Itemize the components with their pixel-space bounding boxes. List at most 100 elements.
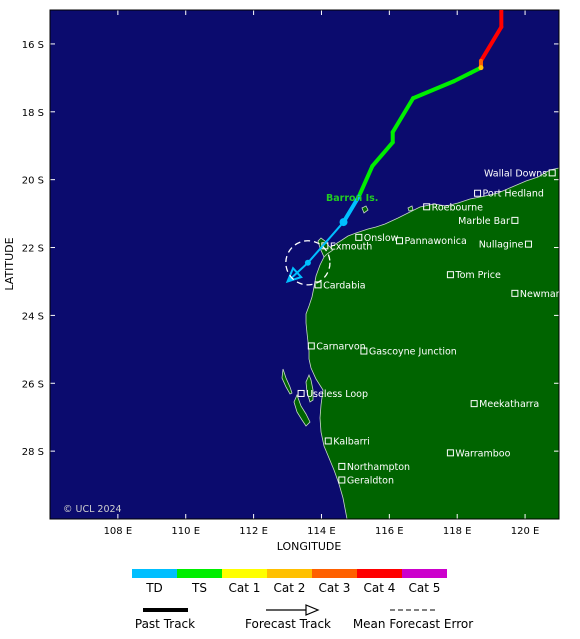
forecast-error-circle — [285, 240, 331, 286]
past-track-segment — [411, 79, 456, 101]
legend-category-label: Cat 2 — [274, 581, 306, 595]
legend-category-label: Cat 4 — [364, 581, 396, 595]
legend-category-label: TS — [191, 581, 207, 595]
past-track-segment — [341, 194, 361, 225]
past-track-segment — [356, 164, 375, 199]
lon-tick-label: 112 E — [239, 526, 268, 537]
place-port-hedland: Port Hedland — [474, 189, 544, 200]
place-marker — [511, 289, 519, 297]
peron-peninsula — [305, 373, 314, 403]
place-label: Pannawonica — [405, 236, 467, 247]
place-marker — [511, 216, 519, 224]
past-track-segment — [478, 24, 504, 63]
mean-error-legend-label: Mean Forecast Error — [353, 617, 473, 631]
place-marker — [338, 476, 346, 484]
place-pannawonica: Pannawonica — [396, 236, 467, 247]
place-useless-loop: Useless Loop — [297, 389, 368, 400]
place-label: Tom Price — [454, 270, 501, 281]
storm-location-label: Barron Is. — [326, 193, 378, 204]
forecast-track-legend-arrow — [305, 604, 320, 616]
legend: TD TS Cat 1 Cat 2 Cat 3 Cat 4 Cat 5 Past Track… — [132, 569, 473, 631]
place-label: Kalbarri — [333, 436, 370, 447]
lon-tick-label: 120 E — [511, 526, 540, 537]
y-axis-title: LATITUDE — [3, 237, 16, 290]
x-axis-title: LONGITUDE — [277, 540, 342, 553]
place-carnarvon: Carnarvon — [307, 341, 366, 352]
place-marker — [524, 240, 532, 248]
lon-tick-label: 116 E — [375, 526, 404, 537]
place-exmouth: Exmouth — [321, 241, 372, 252]
place-label: Meekatharra — [479, 399, 539, 410]
legend-swatch-cat-2 — [267, 569, 312, 578]
place-marker — [446, 271, 454, 279]
legend-swatch-cat-1 — [222, 569, 267, 578]
lat-tick-label: 20 S — [22, 176, 44, 187]
place-label: Carnarvon — [316, 341, 365, 352]
place-label: Cardabia — [323, 280, 366, 291]
copyright-text: © UCL 2024 — [63, 504, 122, 515]
place-meekatharra: Meekatharra — [470, 399, 539, 410]
lon-tick-label: 110 E — [171, 526, 200, 537]
place-marker — [446, 449, 454, 457]
place-marker — [470, 400, 478, 408]
place-cardabia: Cardabia — [314, 280, 366, 291]
lat-tick-label: 18 S — [22, 108, 44, 119]
legend-swatch-ts — [177, 569, 222, 578]
place-label: Gascoyne Junction — [369, 347, 457, 358]
place-roebourne: Roebourne — [423, 202, 483, 213]
place-tom-price: Tom Price — [446, 270, 501, 281]
lat-tick-label: 22 S — [22, 244, 44, 255]
place-label: Warramboo — [455, 448, 510, 459]
plot-frame — [49, 9, 560, 520]
legend-swatch-cat-5 — [402, 569, 447, 578]
past-track-legend-label: Past Track — [135, 617, 195, 631]
place-marker — [307, 342, 315, 350]
past-track-segment — [451, 70, 473, 84]
place-label: Onslow — [364, 233, 399, 244]
place-northampton: Northampton — [338, 462, 410, 473]
place-wallal-downs: Wallal Downs — [484, 168, 556, 179]
place-label: Northampton — [347, 462, 410, 473]
place-marker — [474, 189, 482, 197]
legend-swatch-cat-4 — [357, 569, 402, 578]
legend-category-label: Cat 3 — [319, 581, 351, 595]
place-marker — [297, 389, 305, 397]
place-label: Exmouth — [330, 241, 372, 252]
place-geraldton: Geraldton — [338, 475, 394, 486]
place-label: Newman — [520, 289, 562, 300]
lon-tick-label: 118 E — [443, 526, 472, 537]
place-onslow: Onslow — [355, 233, 399, 244]
place-marker — [423, 203, 431, 211]
place-label: Nullagine — [479, 240, 524, 251]
legend-swatch-td — [132, 569, 177, 578]
australia-mainland — [305, 167, 559, 519]
place-marker — [355, 233, 363, 241]
lat-tick-label: 28 S — [22, 447, 44, 458]
intensity-marker — [478, 65, 484, 71]
place-label: Roebourne — [432, 202, 483, 213]
place-label: Geraldton — [347, 475, 394, 486]
forecast-arrowhead — [285, 266, 303, 284]
legend-category-label: TD — [145, 581, 163, 595]
dirk-hartog-island — [281, 368, 293, 395]
place-marker — [360, 347, 368, 355]
legend-swatch-cat-3 — [312, 569, 357, 578]
place-newman: Newman — [511, 289, 562, 300]
place-gascoyne-junction: Gascoyne Junction — [360, 347, 457, 358]
forecast-point — [304, 259, 311, 266]
place-marker — [338, 462, 346, 470]
legend-category-label: Cat 5 — [409, 581, 441, 595]
legend-category-label: Cat 1 — [229, 581, 261, 595]
lat-tick-label: 26 S — [22, 379, 44, 390]
dampier-island — [407, 205, 414, 212]
place-warramboo: Warramboo — [446, 448, 511, 459]
past-track-segment — [370, 140, 395, 169]
edel-land — [293, 393, 311, 427]
place-marker — [548, 169, 556, 177]
lat-tick-label: 16 S — [22, 40, 44, 51]
lon-tick-label: 108 E — [104, 526, 133, 537]
place-marble-bar: Marble Bar — [458, 216, 519, 227]
lon-tick-label: 114 E — [307, 526, 336, 537]
place-marker — [324, 437, 332, 445]
